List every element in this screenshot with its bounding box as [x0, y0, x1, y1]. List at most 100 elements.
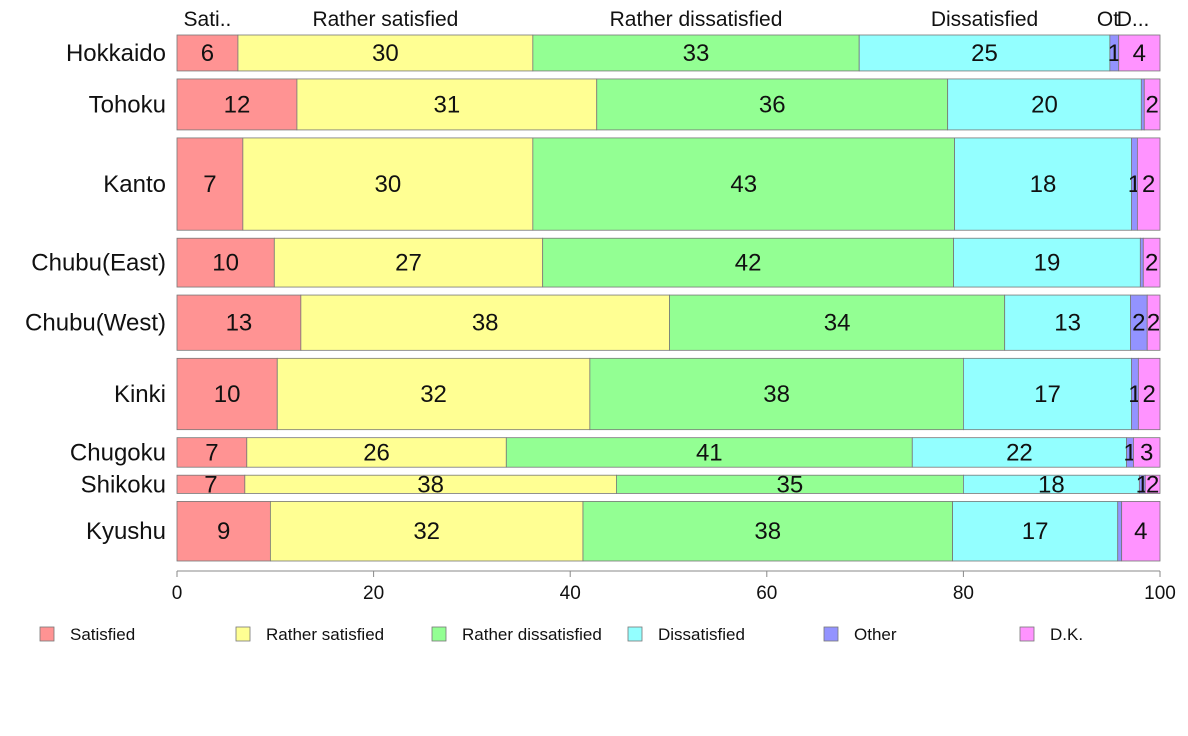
value-label-chubu-east-dissatisfied: 19 — [1034, 250, 1061, 277]
value-label-chubu-west-rather-dissatisfied: 34 — [824, 310, 851, 337]
value-label-kanto-dissatisfied: 18 — [1030, 171, 1057, 198]
bar-kinki-rather-dissatisfied — [589, 357, 964, 431]
value-label-chugoku-rather-satisfied: 26 — [363, 439, 390, 466]
bar-kyushu-other — [1117, 501, 1123, 562]
bar-shikoku-d-k — [1144, 474, 1161, 494]
top-label-dissatisfied: Dissatisfied — [931, 8, 1038, 31]
region-label-hokkaido: Hokkaido — [66, 40, 166, 67]
top-label-d-k: D... — [1117, 8, 1150, 31]
bar-chubu-west-rather-satisfied — [300, 294, 670, 351]
region-labels: Hokkaido Tohoku Kanto Chubu(East) Chubu(West… — [25, 40, 166, 545]
value-label-chugoku-d-k: 3 — [1140, 439, 1153, 466]
bar-kanto-rather-dissatisfied — [532, 137, 955, 231]
value-label-hokkaido-d-k: 4 — [1133, 40, 1146, 67]
bar-chugoku-rather-dissatisfied — [505, 437, 913, 468]
value-label-kanto-rather-dissatisfied: 43 — [730, 171, 757, 198]
bar-hokkaido-d-k — [1118, 34, 1161, 72]
value-label-kinki-rather-satisfied: 32 — [420, 381, 447, 408]
value-label-shikoku-satisfied: 7 — [204, 471, 217, 498]
bar-kinki-d-k — [1137, 357, 1161, 431]
value-label-hokkaido-rather-dissatisfied: 33 — [683, 40, 710, 67]
value-label-chubu-east-satisfied: 10 — [212, 250, 239, 277]
legend-label-rather-dissatisfied: Rather dissatisfied — [462, 625, 602, 644]
value-label-hokkaido-satisfied: 6 — [201, 40, 214, 67]
legend-swatch-other — [823, 626, 839, 642]
x-tick-label-100: 100 — [1144, 583, 1176, 604]
value-label-shikoku-dissatisfied: 18 — [1038, 471, 1065, 498]
value-label-kyushu-d-k: 4 — [1134, 518, 1147, 545]
value-label-kinki-dissatisfied: 17 — [1034, 381, 1061, 408]
value-label-chubu-west-d-k: 2 — [1147, 310, 1160, 337]
bar-tohoku-other — [1140, 78, 1145, 131]
value-label-chubu-east-rather-satisfied: 27 — [395, 250, 422, 277]
bar-chugoku-dissatisfied — [911, 437, 1127, 468]
bar-kinki-rather-satisfied — [276, 357, 591, 431]
x-tick-label-20: 20 — [363, 583, 384, 604]
x-tick-label-40: 40 — [560, 583, 581, 604]
bar-chubu-west-satisfied — [176, 294, 302, 351]
bar-kyushu-d-k — [1121, 501, 1161, 562]
region-label-kyushu: Kyushu — [86, 518, 166, 545]
x-tick-label-0: 0 — [172, 583, 183, 604]
bar-kanto-d-k — [1136, 137, 1161, 231]
value-label-kinki-satisfied: 10 — [214, 381, 241, 408]
value-label-tohoku-rather-satisfied: 31 — [433, 91, 460, 118]
legend-label-other: Other — [854, 625, 897, 644]
bar-kyushu-satisfied — [176, 501, 271, 562]
value-label-chubu-west-satisfied: 13 — [226, 310, 253, 337]
value-label-kyushu-satisfied: 9 — [217, 518, 230, 545]
bar-chubu-east-rather-satisfied — [273, 237, 544, 288]
region-label-chubu-west: Chubu(West) — [25, 310, 166, 337]
bar-chubu-east-satisfied — [176, 237, 275, 288]
region-label-kinki: Kinki — [114, 381, 166, 408]
value-label-tohoku-rather-dissatisfied: 36 — [759, 91, 786, 118]
bar-kanto-dissatisfied — [954, 137, 1132, 231]
bar-kyushu-rather-dissatisfied — [582, 501, 953, 562]
value-label-hokkaido-dissatisfied: 25 — [971, 40, 998, 67]
legend-swatch-d-k — [1019, 626, 1035, 642]
region-label-shikoku: Shikoku — [81, 471, 166, 498]
bar-hokkaido-rather-satisfied — [237, 34, 534, 72]
bar-tohoku-d-k — [1143, 78, 1161, 131]
top-label-satisfied: Sati.. — [184, 8, 232, 31]
value-label-chugoku-satisfied: 7 — [205, 439, 218, 466]
x-tick-label-60: 60 — [756, 583, 777, 604]
value-label-kinki-d-k: 2 — [1143, 381, 1156, 408]
value-label-kyushu-dissatisfied: 17 — [1022, 518, 1049, 545]
x-tick-label-80: 80 — [953, 583, 974, 604]
bar-chubu-east-rather-dissatisfied — [542, 237, 954, 288]
bars: 6 30 33 25 1 412 31 36 20 27 30 43 18 1 210 27 42 19 213 38… — [176, 34, 1161, 562]
value-label-shikoku-rather-dissatisfied: 35 — [777, 471, 804, 498]
value-label-kyushu-rather-satisfied: 32 — [413, 518, 440, 545]
value-label-chubu-west-other: 2 — [1132, 310, 1145, 337]
bar-chugoku-satisfied — [176, 437, 248, 468]
bar-kanto-rather-satisfied — [242, 137, 534, 231]
legend-label-rather-satisfied: Rather satisfied — [266, 625, 384, 644]
bar-tohoku-dissatisfied — [947, 78, 1142, 131]
top-label-other: Ot — [1097, 8, 1119, 31]
top-label-rather-satisfied: Rather satisfied — [312, 8, 458, 31]
value-label-tohoku-dissatisfied: 20 — [1031, 91, 1058, 118]
legend-label-dissatisfied: Dissatisfied — [658, 625, 745, 644]
bar-chubu-east-d-k — [1142, 237, 1161, 288]
bar-chubu-west-dissatisfied — [1004, 294, 1131, 351]
legend-label-satisfied: Satisfied — [70, 625, 135, 644]
value-label-kinki-rather-dissatisfied: 38 — [763, 381, 790, 408]
value-label-chubu-east-d-k: 2 — [1145, 250, 1158, 277]
value-label-kanto-rather-satisfied: 30 — [375, 171, 402, 198]
top-label-rather-dissatisfied: Rather dissatisfied — [610, 8, 783, 31]
legend-swatch-rather-satisfied — [235, 626, 251, 642]
value-label-hokkaido-other: 1 — [1108, 40, 1121, 67]
value-label-kanto-d-k: 2 — [1142, 171, 1155, 198]
value-label-tohoku-satisfied: 12 — [224, 91, 251, 118]
legend-label-d-k: D.K. — [1050, 625, 1083, 644]
bar-chubu-east-dissatisfied — [953, 237, 1141, 288]
bar-chubu-west-d-k — [1146, 294, 1161, 351]
region-label-chugoku: Chugoku — [70, 439, 166, 466]
x-axis: 0 20 40 60 80 100 — [172, 570, 1176, 604]
legend-swatch-rather-dissatisfied — [431, 626, 447, 642]
value-label-hokkaido-rather-satisfied: 30 — [372, 40, 399, 67]
legend-swatch-dissatisfied — [627, 626, 643, 642]
value-label-chugoku-rather-dissatisfied: 41 — [696, 439, 723, 466]
bar-kyushu-rather-satisfied — [269, 501, 584, 562]
